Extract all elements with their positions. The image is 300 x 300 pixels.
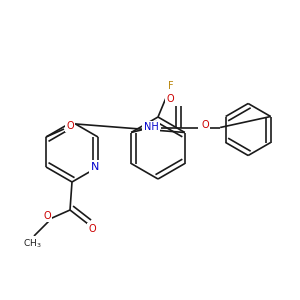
Text: O: O xyxy=(66,121,74,131)
Text: F: F xyxy=(168,81,174,91)
Text: N: N xyxy=(91,162,99,172)
Text: O: O xyxy=(88,224,96,234)
Text: O: O xyxy=(201,121,209,130)
Text: CH$_3$: CH$_3$ xyxy=(23,238,41,250)
Text: O: O xyxy=(166,94,174,103)
Text: O: O xyxy=(43,211,51,221)
Text: NH: NH xyxy=(144,122,158,133)
